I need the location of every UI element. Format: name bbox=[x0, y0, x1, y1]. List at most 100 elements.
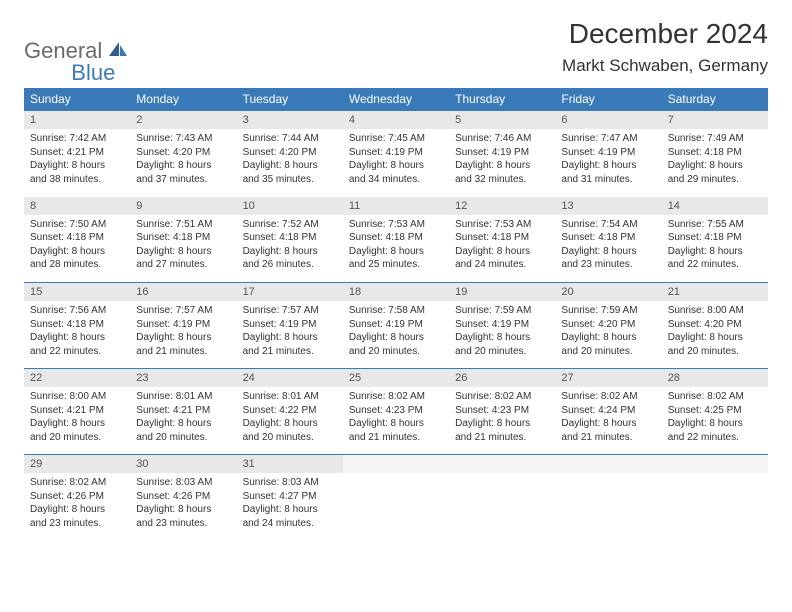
sunset-text: Sunset: 4:18 PM bbox=[30, 318, 124, 332]
sunrise-text: Sunrise: 7:58 AM bbox=[349, 304, 443, 318]
day-info: Sunrise: 7:51 AMSunset: 4:18 PMDaylight:… bbox=[130, 215, 236, 278]
sunrise-text: Sunrise: 7:54 AM bbox=[561, 218, 655, 232]
sunrise-text: Sunrise: 7:51 AM bbox=[136, 218, 230, 232]
sunrise-text: Sunrise: 8:01 AM bbox=[136, 390, 230, 404]
day-info: Sunrise: 7:57 AMSunset: 4:19 PMDaylight:… bbox=[237, 301, 343, 364]
day-number: 28 bbox=[662, 369, 768, 387]
day-header: Wednesday bbox=[343, 88, 449, 111]
day-info: Sunrise: 7:47 AMSunset: 4:19 PMDaylight:… bbox=[555, 129, 661, 192]
sunrise-text: Sunrise: 8:02 AM bbox=[349, 390, 443, 404]
calendar-cell: 29Sunrise: 8:02 AMSunset: 4:26 PMDayligh… bbox=[24, 455, 130, 541]
calendar-cell: 5Sunrise: 7:46 AMSunset: 4:19 PMDaylight… bbox=[449, 111, 555, 197]
title-block: December 2024 Markt Schwaben, Germany bbox=[562, 18, 768, 76]
day-info: Sunrise: 7:57 AMSunset: 4:19 PMDaylight:… bbox=[130, 301, 236, 364]
sunset-text: Sunset: 4:19 PM bbox=[243, 318, 337, 332]
sunrise-text: Sunrise: 8:03 AM bbox=[243, 476, 337, 490]
day-number: 11 bbox=[343, 197, 449, 215]
sunrise-text: Sunrise: 8:03 AM bbox=[136, 476, 230, 490]
sunrise-text: Sunrise: 8:02 AM bbox=[668, 390, 762, 404]
day-number: 23 bbox=[130, 369, 236, 387]
daylight-text: Daylight: 8 hours and 28 minutes. bbox=[30, 245, 124, 272]
calendar-cell: 20Sunrise: 7:59 AMSunset: 4:20 PMDayligh… bbox=[555, 283, 661, 369]
day-number: 27 bbox=[555, 369, 661, 387]
daylight-text: Daylight: 8 hours and 23 minutes. bbox=[30, 503, 124, 530]
calendar-cell: 21Sunrise: 8:00 AMSunset: 4:20 PMDayligh… bbox=[662, 283, 768, 369]
daylight-text: Daylight: 8 hours and 31 minutes. bbox=[561, 159, 655, 186]
sunset-text: Sunset: 4:19 PM bbox=[455, 146, 549, 160]
daylight-text: Daylight: 8 hours and 23 minutes. bbox=[561, 245, 655, 272]
day-info: Sunrise: 8:01 AMSunset: 4:21 PMDaylight:… bbox=[130, 387, 236, 450]
day-info: Sunrise: 7:58 AMSunset: 4:19 PMDaylight:… bbox=[343, 301, 449, 364]
calendar-cell: 4Sunrise: 7:45 AMSunset: 4:19 PMDaylight… bbox=[343, 111, 449, 197]
day-number: 26 bbox=[449, 369, 555, 387]
day-number: 9 bbox=[130, 197, 236, 215]
day-info: Sunrise: 8:01 AMSunset: 4:22 PMDaylight:… bbox=[237, 387, 343, 450]
sunrise-text: Sunrise: 8:01 AM bbox=[243, 390, 337, 404]
day-number: 21 bbox=[662, 283, 768, 301]
sunset-text: Sunset: 4:20 PM bbox=[243, 146, 337, 160]
daylight-text: Daylight: 8 hours and 20 minutes. bbox=[668, 331, 762, 358]
day-number: 18 bbox=[343, 283, 449, 301]
calendar-cell: 22Sunrise: 8:00 AMSunset: 4:21 PMDayligh… bbox=[24, 369, 130, 455]
calendar-cell: 3Sunrise: 7:44 AMSunset: 4:20 PMDaylight… bbox=[237, 111, 343, 197]
calendar-cell: 10Sunrise: 7:52 AMSunset: 4:18 PMDayligh… bbox=[237, 197, 343, 283]
day-info: Sunrise: 8:00 AMSunset: 4:20 PMDaylight:… bbox=[662, 301, 768, 364]
daylight-text: Daylight: 8 hours and 20 minutes. bbox=[136, 417, 230, 444]
day-info: Sunrise: 7:53 AMSunset: 4:18 PMDaylight:… bbox=[449, 215, 555, 278]
day-header: Saturday bbox=[662, 88, 768, 111]
daylight-text: Daylight: 8 hours and 35 minutes. bbox=[243, 159, 337, 186]
day-number: 15 bbox=[24, 283, 130, 301]
sunrise-text: Sunrise: 8:02 AM bbox=[30, 476, 124, 490]
sunrise-text: Sunrise: 7:43 AM bbox=[136, 132, 230, 146]
sunset-text: Sunset: 4:19 PM bbox=[136, 318, 230, 332]
day-info: Sunrise: 7:55 AMSunset: 4:18 PMDaylight:… bbox=[662, 215, 768, 278]
sunset-text: Sunset: 4:22 PM bbox=[243, 404, 337, 418]
day-header: Friday bbox=[555, 88, 661, 111]
calendar-cell: 24Sunrise: 8:01 AMSunset: 4:22 PMDayligh… bbox=[237, 369, 343, 455]
calendar-cell: 16Sunrise: 7:57 AMSunset: 4:19 PMDayligh… bbox=[130, 283, 236, 369]
sunrise-text: Sunrise: 7:42 AM bbox=[30, 132, 124, 146]
sunset-text: Sunset: 4:21 PM bbox=[30, 404, 124, 418]
calendar-cell: 13Sunrise: 7:54 AMSunset: 4:18 PMDayligh… bbox=[555, 197, 661, 283]
daylight-text: Daylight: 8 hours and 21 minutes. bbox=[243, 331, 337, 358]
calendar-cell bbox=[449, 455, 555, 541]
daylight-text: Daylight: 8 hours and 22 minutes. bbox=[30, 331, 124, 358]
day-number: 19 bbox=[449, 283, 555, 301]
sunset-text: Sunset: 4:19 PM bbox=[561, 146, 655, 160]
day-header: Sunday bbox=[24, 88, 130, 111]
sunset-text: Sunset: 4:26 PM bbox=[136, 490, 230, 504]
day-number bbox=[449, 455, 555, 473]
sunrise-text: Sunrise: 8:00 AM bbox=[30, 390, 124, 404]
day-number: 16 bbox=[130, 283, 236, 301]
sunrise-text: Sunrise: 7:55 AM bbox=[668, 218, 762, 232]
day-info: Sunrise: 7:43 AMSunset: 4:20 PMDaylight:… bbox=[130, 129, 236, 192]
calendar-cell: 23Sunrise: 8:01 AMSunset: 4:21 PMDayligh… bbox=[130, 369, 236, 455]
sunset-text: Sunset: 4:25 PM bbox=[668, 404, 762, 418]
daylight-text: Daylight: 8 hours and 38 minutes. bbox=[30, 159, 124, 186]
day-info: Sunrise: 7:46 AMSunset: 4:19 PMDaylight:… bbox=[449, 129, 555, 192]
logo-text-blue: Blue bbox=[71, 40, 115, 86]
day-info: Sunrise: 7:44 AMSunset: 4:20 PMDaylight:… bbox=[237, 129, 343, 192]
sunset-text: Sunset: 4:21 PM bbox=[30, 146, 124, 160]
day-info: Sunrise: 7:50 AMSunset: 4:18 PMDaylight:… bbox=[24, 215, 130, 278]
calendar-row: 1Sunrise: 7:42 AMSunset: 4:21 PMDaylight… bbox=[24, 111, 768, 197]
sunrise-text: Sunrise: 7:45 AM bbox=[349, 132, 443, 146]
day-header: Monday bbox=[130, 88, 236, 111]
sunrise-text: Sunrise: 7:52 AM bbox=[243, 218, 337, 232]
calendar-cell: 1Sunrise: 7:42 AMSunset: 4:21 PMDaylight… bbox=[24, 111, 130, 197]
calendar-head: SundayMondayTuesdayWednesdayThursdayFrid… bbox=[24, 88, 768, 111]
sunrise-text: Sunrise: 7:46 AM bbox=[455, 132, 549, 146]
calendar-cell: 11Sunrise: 7:53 AMSunset: 4:18 PMDayligh… bbox=[343, 197, 449, 283]
sunset-text: Sunset: 4:23 PM bbox=[455, 404, 549, 418]
daylight-text: Daylight: 8 hours and 25 minutes. bbox=[349, 245, 443, 272]
daylight-text: Daylight: 8 hours and 20 minutes. bbox=[30, 417, 124, 444]
day-info: Sunrise: 8:03 AMSunset: 4:26 PMDaylight:… bbox=[130, 473, 236, 536]
calendar-row: 29Sunrise: 8:02 AMSunset: 4:26 PMDayligh… bbox=[24, 455, 768, 541]
day-info: Sunrise: 7:59 AMSunset: 4:20 PMDaylight:… bbox=[555, 301, 661, 364]
day-info: Sunrise: 7:52 AMSunset: 4:18 PMDaylight:… bbox=[237, 215, 343, 278]
calendar-cell: 9Sunrise: 7:51 AMSunset: 4:18 PMDaylight… bbox=[130, 197, 236, 283]
sunset-text: Sunset: 4:18 PM bbox=[668, 146, 762, 160]
sunset-text: Sunset: 4:19 PM bbox=[455, 318, 549, 332]
daylight-text: Daylight: 8 hours and 20 minutes. bbox=[243, 417, 337, 444]
day-number: 4 bbox=[343, 111, 449, 129]
